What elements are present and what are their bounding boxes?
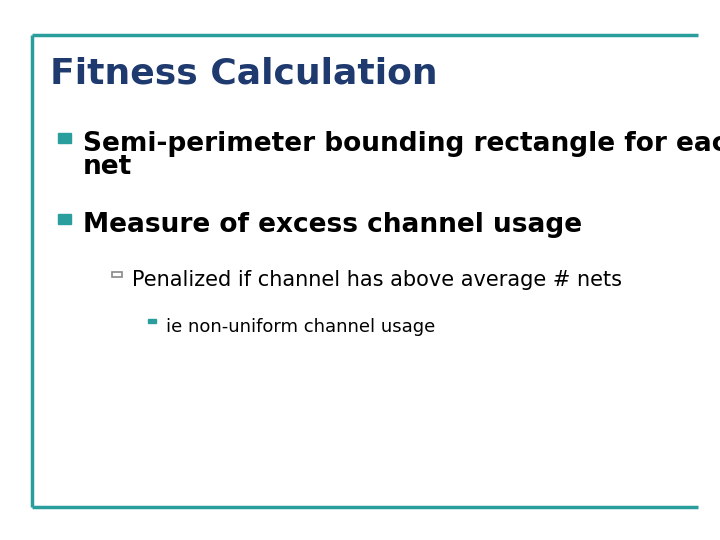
Bar: [112, 272, 122, 277]
Bar: [148, 319, 156, 323]
Text: Fitness Calculation: Fitness Calculation: [50, 57, 438, 91]
Text: Measure of excess channel usage: Measure of excess channel usage: [83, 212, 582, 238]
Text: Semi-perimeter bounding rectangle for each: Semi-perimeter bounding rectangle for ea…: [83, 131, 720, 157]
Text: net: net: [83, 154, 132, 180]
Text: ie non-uniform channel usage: ie non-uniform channel usage: [166, 318, 435, 335]
Text: Penalized if channel has above average # nets: Penalized if channel has above average #…: [132, 270, 622, 290]
Bar: [58, 133, 71, 143]
Bar: [58, 214, 71, 224]
